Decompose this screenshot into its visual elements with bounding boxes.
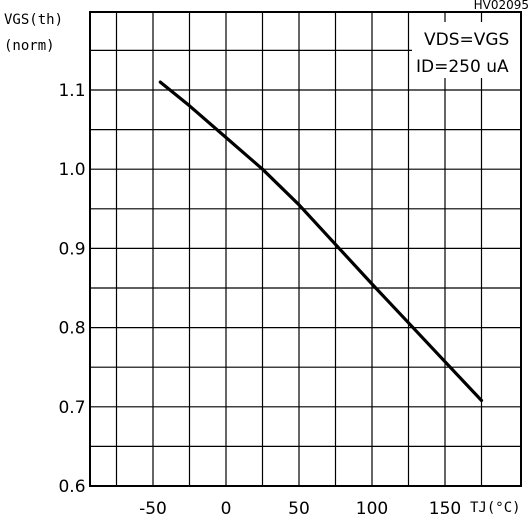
x-tick-labels: -50 0 50 100 150 [139,499,461,519]
series-line [158,80,484,403]
y-tick-label: 0.7 [58,398,85,418]
y-tick-labels: 0.6 0.7 0.8 0.9 1.0 1.1 [58,81,85,497]
y-axis-label-line2: (norm) [4,38,55,54]
y-tick-label: 0.9 [58,239,85,259]
figure-code: HV02095 [474,0,529,12]
y-tick-label: 0.6 [58,477,85,497]
x-tick-label: 150 [429,499,461,519]
x-axis-label: TJ(°C) [470,500,521,516]
x-tick-label: 100 [356,499,388,519]
y-tick-label: 0.8 [58,319,85,339]
grid-lines [90,12,521,486]
condition-id: ID=250 uA [416,57,509,77]
x-tick-label: 50 [288,499,310,519]
y-tick-label: 1.0 [58,160,85,180]
x-tick-label: -50 [139,499,167,519]
conditions-box [412,22,520,78]
x-tick-label: 0 [221,499,232,519]
y-tick-label: 1.1 [58,81,85,101]
plot-frame [89,11,522,487]
y-axis-label-line1: VGS(th) [4,12,63,28]
condition-vds: VDS=VGS [424,30,509,50]
